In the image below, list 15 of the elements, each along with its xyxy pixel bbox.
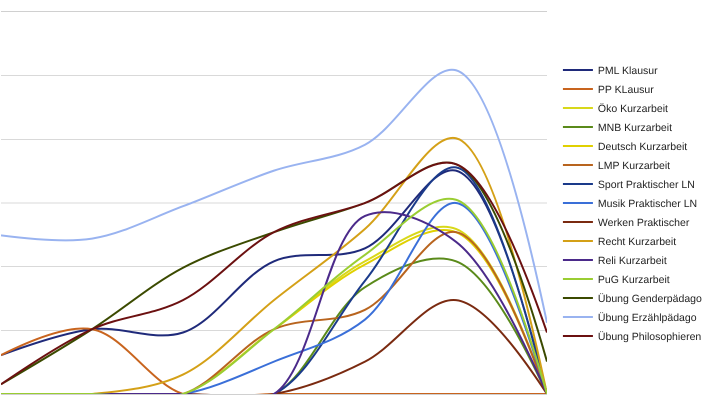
legend-label: Sport Praktischer LN (598, 179, 695, 192)
legend-label: PP KLausur (598, 84, 654, 96)
legend-label: Reli Kurzarbeit (598, 255, 667, 268)
legend-label: PuG Kurzarbeit (598, 274, 670, 286)
legend-label: Übung Genderpädago (598, 293, 702, 306)
legend-label: Übung Philosophieren (598, 331, 702, 344)
legend-label: PML Klausur (598, 65, 658, 78)
legend-label: LMP Kurzarbeit (598, 160, 670, 172)
legend-label: Werken Praktischer (598, 217, 690, 230)
legend-label: MNB Kurzarbeit (598, 122, 672, 134)
legend-label: Öko Kurzarbeit (598, 103, 668, 116)
legend-label: Übung Erzählpädago (598, 312, 697, 324)
legend-label: Recht Kurzarbeit (598, 236, 676, 248)
legend-label: Deutsch Kurzarbeit (598, 141, 688, 154)
legend-label: Musik Praktischer LN (598, 198, 698, 210)
